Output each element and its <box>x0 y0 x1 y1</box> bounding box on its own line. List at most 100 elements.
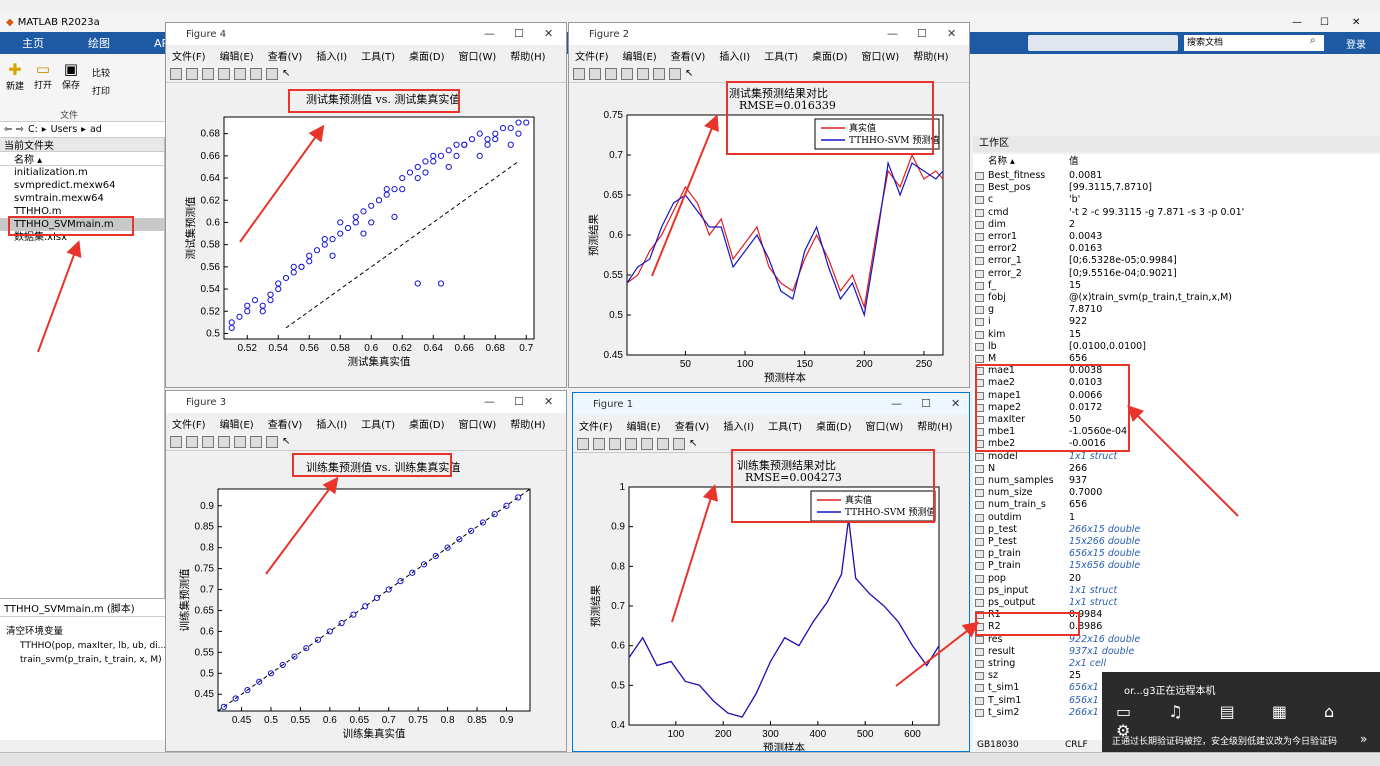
print-icon[interactable] <box>625 437 637 450</box>
tab-plots[interactable]: 绘图 <box>88 37 110 50</box>
minimize-button[interactable]: — <box>484 27 495 40</box>
figure-menu-item[interactable]: 插入(I) <box>316 51 348 63</box>
open-icon[interactable] <box>186 435 198 448</box>
zoom-icon[interactable] <box>234 67 246 80</box>
figure-menu-item[interactable]: 查看(V) <box>267 419 303 431</box>
window-maximize-button[interactable]: ☐ <box>1320 16 1329 28</box>
minimize-button[interactable]: — <box>891 397 902 410</box>
workspace-var-row[interactable]: num_samples 937 <box>973 475 1380 487</box>
figure-menu-item[interactable]: 窗口(W) <box>865 421 904 433</box>
workspace-var-row[interactable]: N 266 <box>973 463 1380 475</box>
open-icon[interactable] <box>589 67 601 80</box>
print-button[interactable]: 打印 <box>92 87 111 97</box>
legend-icon[interactable] <box>266 435 278 448</box>
figure-menu-item[interactable]: 查看(V) <box>674 421 710 433</box>
colorbar-icon[interactable] <box>250 67 262 80</box>
figure-menu-item[interactable]: 桌面(D) <box>812 51 848 63</box>
ws-name-col[interactable]: 名称 ▴ <box>988 156 1015 167</box>
figure-menu-item[interactable]: 查看(V) <box>670 51 706 63</box>
workspace-var-row[interactable]: p_train 656x15 double <box>973 548 1380 560</box>
pointer-icon[interactable]: ↖ <box>282 436 291 447</box>
workspace-var-row[interactable]: t_sim1 656x1 d <box>973 682 1380 694</box>
figure-menu-item[interactable]: 窗口(W) <box>458 51 497 63</box>
file-item[interactable]: initialization.m <box>14 167 88 178</box>
expand-icon[interactable]: » <box>1360 732 1368 746</box>
figure-menu-item[interactable]: 编辑(E) <box>626 421 661 433</box>
maximize-button[interactable]: ☐ <box>921 397 931 410</box>
save-icon[interactable] <box>605 67 617 80</box>
search-docs-input[interactable]: 搜索文档 <box>1184 35 1324 51</box>
legend-icon[interactable] <box>673 437 685 450</box>
close-button[interactable]: ✕ <box>947 27 957 40</box>
figure-menu-item[interactable]: 窗口(W) <box>861 51 900 63</box>
new-button[interactable]: ✚ 新建 <box>4 60 26 92</box>
open-icon[interactable] <box>186 67 198 80</box>
window-close-button[interactable]: ✕ <box>1352 16 1361 28</box>
workspace-var-row[interactable]: p_test 266x15 double <box>973 524 1380 536</box>
figure-menu-item[interactable]: 插入(I) <box>316 419 348 431</box>
zoom-icon[interactable] <box>637 67 649 80</box>
figure-menu-item[interactable]: 桌面(D) <box>816 421 852 433</box>
workspace-var-row[interactable]: error1 0.0043 <box>973 231 1380 243</box>
workspace-var-row[interactable]: string 2x1 cell <box>973 658 1380 670</box>
open-button[interactable]: ▭ 打开 <box>32 60 54 91</box>
workspace-var-row[interactable]: f_ 15 <box>973 280 1380 292</box>
figure-menu-item[interactable]: 帮助(H) <box>510 51 546 63</box>
workspace-var-row[interactable]: model 1x1 struct <box>973 451 1380 463</box>
maximize-button[interactable]: ☐ <box>514 395 524 408</box>
workspace-var-row[interactable]: i 922 <box>973 316 1380 328</box>
new-figure-icon[interactable] <box>577 437 589 450</box>
path-segment[interactable]: ad <box>89 124 102 135</box>
workspace-var-row[interactable]: T_sim1 656x1 d <box>973 695 1380 707</box>
close-button[interactable]: ✕ <box>544 395 554 408</box>
workspace-var-row[interactable]: M 656 <box>973 353 1380 365</box>
new-figure-icon[interactable] <box>573 67 585 80</box>
figure-menu-item[interactable]: 桌面(D) <box>409 51 445 63</box>
workspace-var-row[interactable]: pop 20 <box>973 573 1380 585</box>
zoom-icon[interactable] <box>234 435 246 448</box>
figure-menu-item[interactable]: 工具(T) <box>764 51 799 63</box>
workspace-var-row[interactable]: ps_output 1x1 struct <box>973 597 1380 609</box>
new-figure-icon[interactable] <box>170 435 182 448</box>
open-icon[interactable] <box>593 437 605 450</box>
workspace-var-row[interactable]: Best_pos [99.3115,7.8710] <box>973 182 1380 194</box>
figure-menu-item[interactable]: 编辑(E) <box>219 51 254 63</box>
workspace-var-row[interactable]: cmd '-t 2 -c 99.3115 -g 7.871 -s 3 -p 0.0… <box>973 207 1380 219</box>
close-button[interactable]: ✕ <box>951 397 961 410</box>
figure-menu-item[interactable]: 插入(I) <box>723 421 755 433</box>
close-button[interactable]: ✕ <box>544 27 554 40</box>
workspace-var-row[interactable]: P_test 15x266 double <box>973 536 1380 548</box>
figure-menu-item[interactable]: 插入(I) <box>719 51 751 63</box>
figure-menu-item[interactable]: 文件(F) <box>172 51 206 63</box>
file-item-selected[interactable]: TTHHO_SVMmain.m <box>0 218 164 231</box>
figure-menu-item[interactable]: 文件(F) <box>579 421 613 433</box>
workspace-var-row[interactable]: P_train 15x656 double <box>973 560 1380 572</box>
maximize-button[interactable]: ☐ <box>917 27 927 40</box>
tab-home[interactable]: 主页 <box>22 37 44 50</box>
pointer-icon[interactable]: ↖ <box>689 438 698 449</box>
minimize-button[interactable]: — <box>887 27 898 40</box>
pointer-icon[interactable]: ↖ <box>282 68 291 79</box>
colorbar-icon[interactable] <box>657 437 669 450</box>
print-icon[interactable] <box>621 67 633 80</box>
figure-menu-item[interactable]: 工具(T) <box>361 51 396 63</box>
file-item[interactable]: svmpredict.mexw64 <box>14 180 116 191</box>
compare-button[interactable]: 比较 <box>92 69 111 79</box>
workspace-var-row[interactable]: lb [0.0100,0.0100] <box>973 341 1380 353</box>
workspace-var-row[interactable]: ps_input 1x1 struct <box>973 585 1380 597</box>
print-icon[interactable] <box>218 435 230 448</box>
workspace-var-row[interactable]: t_sim2 266x1 d <box>973 707 1380 719</box>
path-segment[interactable]: Users <box>50 124 78 135</box>
figure-menu-item[interactable]: 帮助(H) <box>913 51 949 63</box>
window-minimize-button[interactable]: — <box>1292 16 1302 28</box>
forward-icon[interactable]: ⇨ <box>15 124 24 135</box>
file-column-header[interactable]: 名称 ▴ <box>0 152 164 166</box>
colorbar-icon[interactable] <box>250 435 262 448</box>
path-segment[interactable]: C: <box>27 124 38 135</box>
file-item[interactable]: svmtrain.mexw64 <box>14 193 104 204</box>
workspace-var-row[interactable]: dim 2 <box>973 219 1380 231</box>
workspace-var-row[interactable]: num_train_s 656 <box>973 499 1380 511</box>
legend-icon[interactable] <box>669 67 681 80</box>
workspace-var-row[interactable]: kim 15 <box>973 329 1380 341</box>
workspace-var-row[interactable]: fobj @(x)train_svm(p_train,t_train,x,M) <box>973 292 1380 304</box>
